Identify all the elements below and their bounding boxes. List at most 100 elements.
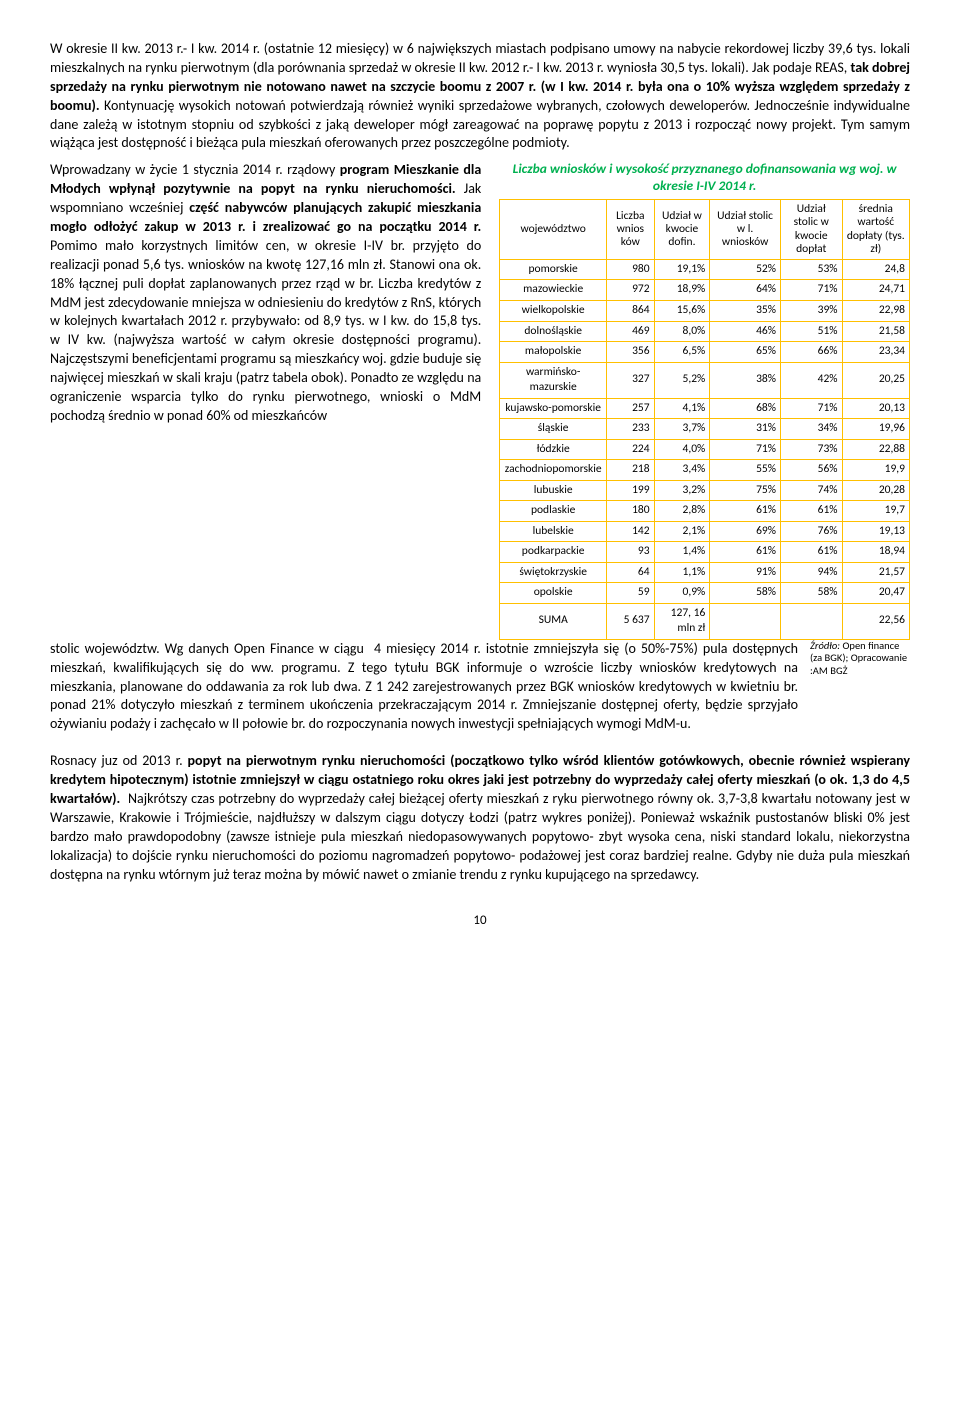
table-cell: 55% (710, 460, 781, 481)
table-cell: 58% (780, 583, 842, 604)
table-source: Źródło: Open finance (za BGK); Opracowan… (810, 640, 910, 678)
table-row: podkarpackie931,4%61%61%18,94 (500, 542, 910, 563)
table-cell: 327 (607, 362, 655, 398)
table-cell: opolskie (500, 583, 607, 604)
page-number: 10 (50, 912, 910, 930)
table-cell: 52% (710, 259, 781, 280)
table-cell: 61% (710, 501, 781, 522)
table-row: warmińsko-mazurskie3275,2%38%42%20,25 (500, 362, 910, 398)
table-cell: 24,8 (842, 259, 909, 280)
table-cell: dolnośląskie (500, 321, 607, 342)
table-cell: 19,13 (842, 521, 909, 542)
table-cell: 22,88 (842, 439, 909, 460)
table-cell: 75% (710, 480, 781, 501)
table-row: zachodniopomorskie2183,4%55%56%19,9 (500, 460, 910, 481)
table-cell: 19,1% (654, 259, 710, 280)
table-row: podlaskie1802,8%61%61%19,7 (500, 501, 910, 522)
table-cell: łódzkie (500, 439, 607, 460)
table-cell: 91% (710, 562, 781, 583)
table-cell: mazowieckie (500, 280, 607, 301)
table-cell: 199 (607, 480, 655, 501)
table-cell: 66% (780, 342, 842, 363)
table-cell: 3,4% (654, 460, 710, 481)
table-cell: 18,9% (654, 280, 710, 301)
table-cell: 4,0% (654, 439, 710, 460)
table-cell: 180 (607, 501, 655, 522)
table-cell: 8,0% (654, 321, 710, 342)
table-cell: 2,8% (654, 501, 710, 522)
paragraph-4: Rosnacy juz od 2013 r. popyt na pierwotn… (50, 752, 910, 884)
table-cell: 34% (780, 419, 842, 440)
table-cell: 38% (710, 362, 781, 398)
table-cell: 20,25 (842, 362, 909, 398)
table-cell: 2,1% (654, 521, 710, 542)
table-cell: podlaskie (500, 501, 607, 522)
table-row: łódzkie2244,0%71%73%22,88 (500, 439, 910, 460)
table-cell: 22,56 (842, 603, 909, 639)
table-cell: 74% (780, 480, 842, 501)
table-cell: 20,28 (842, 480, 909, 501)
table-cell: 5,2% (654, 362, 710, 398)
table-row: świętokrzyskie641,1%91%94%21,57 (500, 562, 910, 583)
data-table: województwo Liczba wnios ków Udział w kw… (499, 199, 910, 640)
table-row: dolnośląskie4698,0%46%51%21,58 (500, 321, 910, 342)
table-cell: świętokrzyskie (500, 562, 607, 583)
table-cell: 69% (710, 521, 781, 542)
table-cell: 24,71 (842, 280, 909, 301)
table-cell: SUMA (500, 603, 607, 639)
table-row: mazowieckie97218,9%64%71%24,71 (500, 280, 910, 301)
table-cell (710, 603, 781, 639)
table-cell: 356 (607, 342, 655, 363)
table-cell: 0,9% (654, 583, 710, 604)
table-cell: 1,1% (654, 562, 710, 583)
table-cell: 76% (780, 521, 842, 542)
table-cell: 469 (607, 321, 655, 342)
table-row: SUMA5 637127, 16 mln zł22,56 (500, 603, 910, 639)
table-cell: 94% (780, 562, 842, 583)
table-cell: 21,57 (842, 562, 909, 583)
table-row: wielkopolskie86415,6%35%39%22,98 (500, 301, 910, 322)
table-header: Liczba wnios ków (607, 200, 655, 260)
paragraph-1: W okresie II kw. 2013 r.- I kw. 2014 r. … (50, 40, 910, 153)
table-row: opolskie590,9%58%58%20,47 (500, 583, 910, 604)
table-header: Udział stolic w kwocie dopłat (780, 200, 842, 260)
table-cell: 21,58 (842, 321, 909, 342)
table-cell: 58% (710, 583, 781, 604)
table-cell: 39% (780, 301, 842, 322)
table-row: małopolskie3566,5%65%66%23,34 (500, 342, 910, 363)
table-cell: 864 (607, 301, 655, 322)
table-header: województwo (500, 200, 607, 260)
table-cell: warmińsko-mazurskie (500, 362, 607, 398)
table-cell: 23,34 (842, 342, 909, 363)
table-cell: 31% (710, 419, 781, 440)
table-cell: 93 (607, 542, 655, 563)
table-cell: zachodniopomorskie (500, 460, 607, 481)
table-cell: 4,1% (654, 398, 710, 419)
table-header: Udział stolic w l. wniosków (710, 200, 781, 260)
table-cell: 59 (607, 583, 655, 604)
table-cell: 19,96 (842, 419, 909, 440)
table-cell: 224 (607, 439, 655, 460)
table-cell: 46% (710, 321, 781, 342)
table-cell: lubelskie (500, 521, 607, 542)
table-row: kujawsko-pomorskie2574,1%68%71%20,13 (500, 398, 910, 419)
table-cell: 61% (780, 542, 842, 563)
table-cell: 35% (710, 301, 781, 322)
table-cell: pomorskie (500, 259, 607, 280)
table-cell: 64% (710, 280, 781, 301)
table-cell: 68% (710, 398, 781, 419)
table-header-row: województwo Liczba wnios ków Udział w kw… (500, 200, 910, 260)
table-cell: podkarpackie (500, 542, 607, 563)
table-row: pomorskie98019,1%52%53%24,8 (500, 259, 910, 280)
table-cell: 22,98 (842, 301, 909, 322)
table-cell: 51% (780, 321, 842, 342)
table-cell: 6,5% (654, 342, 710, 363)
table-cell: 1,4% (654, 542, 710, 563)
table-cell: 73% (780, 439, 842, 460)
table-cell: 42% (780, 362, 842, 398)
table-cell: 257 (607, 398, 655, 419)
table-cell: 71% (780, 280, 842, 301)
table-header: średnia wartość dopłaty (tys. zł) (842, 200, 909, 260)
table-cell: 53% (780, 259, 842, 280)
table-row: śląskie2333,7%31%34%19,96 (500, 419, 910, 440)
